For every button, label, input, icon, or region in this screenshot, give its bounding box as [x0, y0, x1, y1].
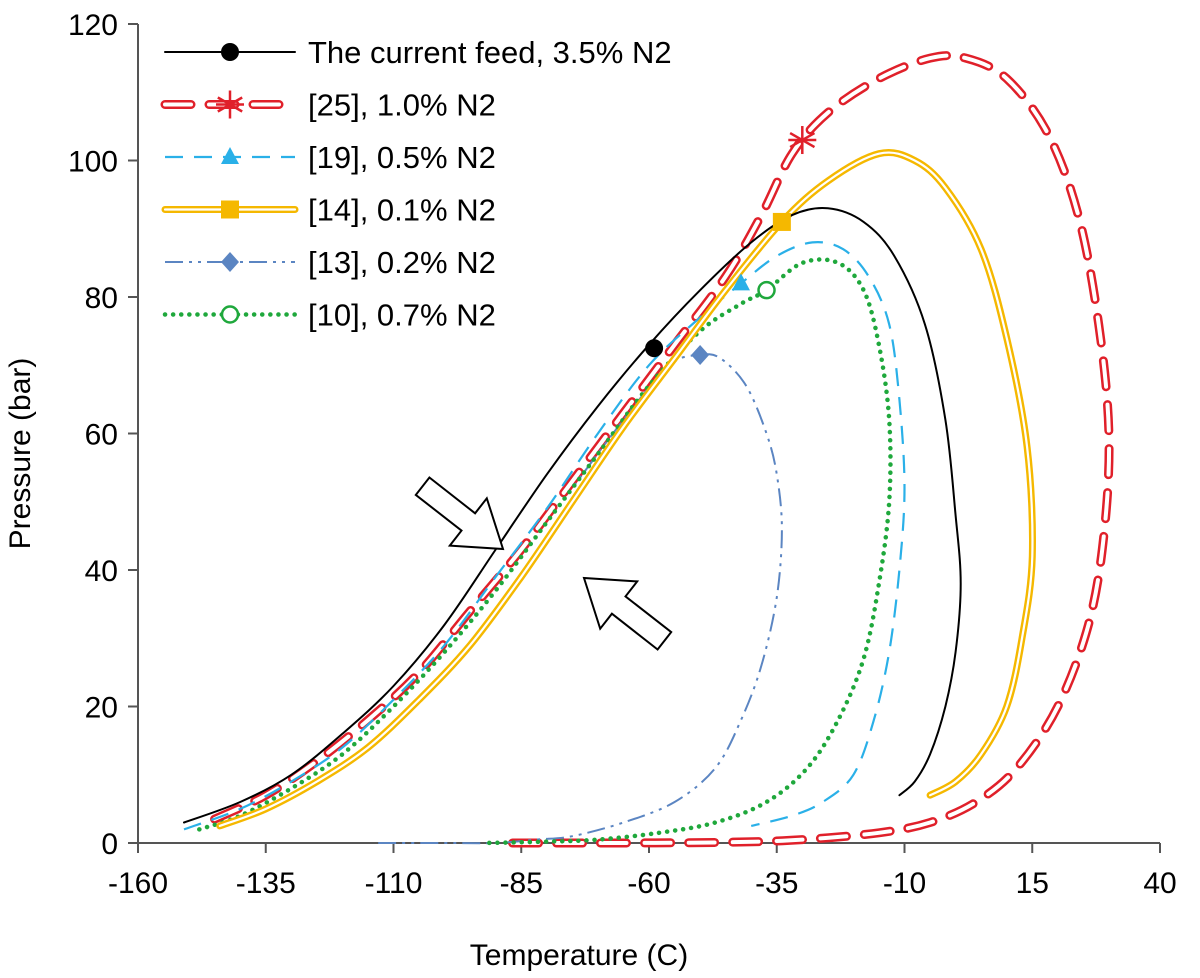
legend-entry-4: [13], 0.2% N2 [165, 245, 496, 280]
critical-point-2-shape [731, 273, 750, 291]
arrow-down-right [414, 476, 505, 551]
x-axis-title: Temperature (C) [470, 939, 688, 972]
x-tick-label: 15 [1016, 867, 1049, 900]
critical-point-4 [691, 345, 710, 366]
x-tick-label: -10 [883, 867, 926, 900]
legend-label-5: [10], 0.7% N2 [308, 298, 496, 333]
critical-point-markers [645, 126, 817, 366]
series-line-3-inner [218, 151, 1034, 827]
y-tick-label: 40 [85, 555, 118, 588]
legend-entry-3: [14], 0.1% N2 [161, 193, 496, 228]
legend-marker-1 [216, 90, 244, 119]
axes: 0 20 40 60 80 100 120 -160 -135 -110 -85 -60 -35 -10 1… [68, 9, 1177, 900]
y-tick-label: 0 [101, 828, 118, 861]
y-tick-label: 100 [68, 146, 118, 179]
x-tick-label: -60 [627, 867, 670, 900]
x-tick-label: -85 [500, 867, 543, 900]
critical-point-4-shape [691, 345, 710, 366]
critical-point-5 [757, 280, 776, 300]
x-tick-label: -160 [108, 867, 168, 900]
legend-marker-2-shape [221, 147, 239, 164]
y-tick-label: 60 [85, 419, 118, 452]
legend-marker-2 [221, 147, 239, 164]
legend-marker-3-shape [221, 200, 239, 219]
series-line-0 [183, 207, 962, 824]
legend: The current feed, 3.5% N2 [25], 1.0% N2 [1… [160, 35, 672, 333]
series-line-5 [197, 257, 893, 846]
critical-point-5-shape [757, 280, 776, 300]
y-tick-label: 120 [68, 9, 118, 42]
legend-label-4: [13], 0.2% N2 [308, 245, 496, 280]
series-line-2-stroke [183, 241, 906, 831]
critical-point-2 [731, 273, 750, 291]
y-axis-title: Pressure (bar) [4, 358, 37, 550]
legend-marker-3 [221, 200, 239, 219]
legend-label-0: The current feed, 3.5% N2 [308, 35, 672, 70]
legend-marker-0-shape [221, 43, 239, 61]
series-line-4-stroke [378, 353, 783, 845]
legend-marker-4-shape [221, 252, 239, 272]
x-tick-label: 40 [1143, 867, 1176, 900]
series-line-1-inner [212, 53, 1112, 846]
critical-point-3 [772, 212, 791, 231]
x-tick-label: -110 [365, 867, 423, 900]
critical-point-0 [645, 339, 664, 358]
critical-point-3-shape [772, 212, 791, 231]
legend-entry-5: [10], 0.7% N2 [162, 298, 496, 333]
critical-point-1 [788, 126, 817, 155]
series-line-2 [183, 241, 906, 831]
legend-label-3: [14], 0.1% N2 [308, 193, 496, 228]
series-lines [183, 51, 1114, 848]
series-line-4 [378, 353, 783, 845]
legend-marker-5 [220, 305, 240, 324]
legend-entry-1: [25], 1.0% N2 [160, 88, 496, 123]
y-tick-label: 20 [85, 692, 118, 725]
legend-marker-5-shape [220, 305, 240, 324]
legend-marker-0 [221, 43, 239, 61]
y-tick-label: 80 [85, 282, 118, 315]
series-line-3 [216, 149, 1036, 830]
arrow-up-left [582, 576, 673, 651]
series-line-0-stroke [183, 207, 962, 824]
annotation-arrows [414, 476, 673, 651]
critical-point-0-shape [645, 339, 664, 358]
x-tick-label: -35 [755, 867, 798, 900]
legend-label-1: [25], 1.0% N2 [308, 88, 496, 123]
legend-marker-4 [221, 252, 239, 272]
legend-label-2: [19], 0.5% N2 [308, 140, 496, 175]
x-tick-label: -135 [236, 867, 296, 900]
series-line-5-stroke [197, 257, 893, 846]
legend-entry-2: [19], 0.5% N2 [165, 140, 496, 175]
legend-entry-0: The current feed, 3.5% N2 [164, 35, 672, 70]
series-line-1 [210, 51, 1114, 848]
